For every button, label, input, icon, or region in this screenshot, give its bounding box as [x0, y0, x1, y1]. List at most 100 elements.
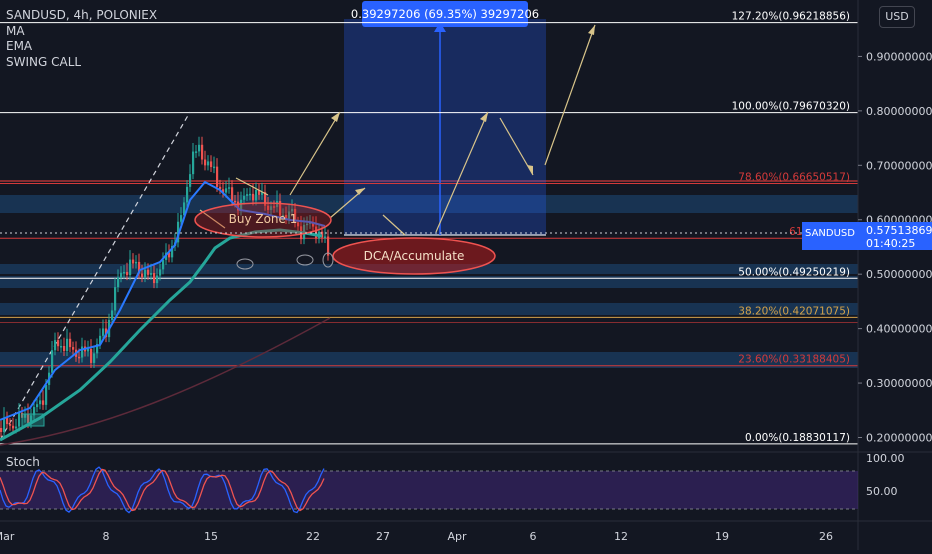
candle-body [9, 423, 12, 426]
candle-body [0, 428, 3, 432]
candle-body [222, 189, 225, 193]
zone-edge [0, 180, 858, 182]
chart-legend: SANDUSD, 4h, POLONIEX MA EMA SWING CALL [6, 8, 157, 70]
candle-body [306, 223, 309, 226]
candle-body [243, 195, 246, 200]
candle-body [36, 404, 39, 408]
fib-level-label: 100.00%(0.79670320) [732, 101, 850, 113]
candle-body [150, 272, 153, 275]
candle-body [81, 346, 84, 358]
legend-ema[interactable]: EMA [6, 39, 33, 53]
countdown: 01:40:25 [866, 237, 915, 250]
candle-body [270, 206, 273, 210]
candle-body [6, 417, 9, 424]
candle-body [204, 159, 207, 166]
zone-band [0, 303, 858, 315]
candle-body [207, 161, 210, 166]
measure-tool[interactable]: 0.39297206 (69.35%) 39297206 [344, 1, 546, 236]
fib-level-label: 38.20%(0.42071075) [738, 305, 850, 317]
dca-ellipse[interactable] [332, 237, 496, 275]
candle-body [231, 187, 234, 201]
candle-body [39, 400, 42, 405]
fib-level-label: 127.20%(0.96218856) [732, 11, 850, 23]
candle-body [261, 192, 264, 195]
candle-body [132, 259, 135, 264]
projection-arrow-heads [331, 25, 595, 195]
price-tick-label: 0.90000000 [866, 50, 932, 63]
stoch-legend[interactable]: Stoch [6, 455, 40, 469]
legend-title[interactable]: SANDUSD, 4h, POLONIEX [6, 8, 158, 22]
candle-body [177, 221, 180, 243]
candle-body [192, 151, 195, 175]
fib-level-label: 50.00%(0.49250219) [738, 266, 850, 278]
trend-line-dashed[interactable] [0, 111, 191, 441]
candle-body [69, 338, 72, 348]
candle-body [210, 161, 213, 168]
candle-body [72, 347, 75, 350]
candle-body [114, 287, 117, 311]
time-tick-label: 6 [530, 530, 537, 543]
price-tick-label: 0.80000000 [866, 105, 932, 118]
candle-body [42, 400, 45, 405]
candle-body [309, 222, 312, 224]
symbol-tag-box [802, 222, 858, 250]
candle-body [99, 335, 102, 345]
candle-body [102, 328, 105, 336]
stoch-tick-100: 100.00 [866, 452, 905, 465]
candle-body [141, 273, 144, 278]
legend-swing-call[interactable]: SWING CALL [6, 54, 82, 69]
stoch-tick-50: 50.00 [866, 485, 898, 498]
price-tick-label: 0.70000000 [866, 159, 932, 172]
zone-band [0, 352, 858, 368]
candle-body [60, 345, 63, 348]
candle-body [225, 188, 228, 193]
candle-body [87, 348, 90, 352]
candle-body [258, 189, 261, 195]
candle-body [195, 151, 198, 153]
candle-body [315, 226, 318, 239]
candle-body [126, 271, 129, 276]
price-tag-box [858, 222, 932, 250]
fib-level-label: 23.60%(0.33188405) [738, 354, 850, 366]
candle-body [15, 426, 18, 429]
candle-body [78, 356, 81, 359]
candle-body [12, 425, 15, 429]
buy-zone-ellipse[interactable] [194, 202, 332, 238]
candle-body [57, 340, 60, 347]
candle-body [111, 310, 114, 320]
candle-body [162, 259, 165, 270]
fib-level-label: 78.60%(0.66650517) [738, 172, 850, 184]
dca-label: DCA/Accumulate [364, 249, 465, 263]
candle-body [168, 252, 171, 258]
time-tick-label: 15 [204, 530, 218, 543]
candle-body [198, 144, 201, 152]
time-tick-label: Mar [0, 530, 15, 543]
candle-body [213, 166, 216, 169]
candle-body [186, 186, 189, 203]
legend-ma[interactable]: MA [6, 23, 25, 38]
candle-body [63, 345, 66, 351]
candle-body [156, 275, 159, 284]
candle-body [216, 166, 219, 187]
price-axis[interactable]: 0.900000000.800000000.700000000.60000000… [858, 50, 932, 445]
stoch-band [0, 471, 858, 509]
time-tick-label: 19 [715, 530, 729, 543]
candle-body [123, 271, 126, 274]
candle-body [54, 340, 57, 351]
fib-level-label: 0.00%(0.18830117) [745, 432, 850, 444]
symbol-tag: SANDUSD [805, 228, 855, 239]
candle-body [291, 208, 294, 212]
candle-body [90, 348, 93, 363]
candle-body [234, 200, 237, 203]
projection-arrow [235, 177, 269, 196]
candle-body [24, 413, 27, 418]
time-axis[interactable]: Mar 8 15 22 27 Apr 6 12 19 26 [0, 530, 833, 543]
candle-body [294, 208, 297, 223]
candle-body [3, 417, 6, 432]
time-tick-label: 26 [819, 530, 833, 543]
candle-body [45, 384, 48, 405]
candle-body [51, 350, 54, 373]
currency-button[interactable]: USD [879, 6, 915, 28]
